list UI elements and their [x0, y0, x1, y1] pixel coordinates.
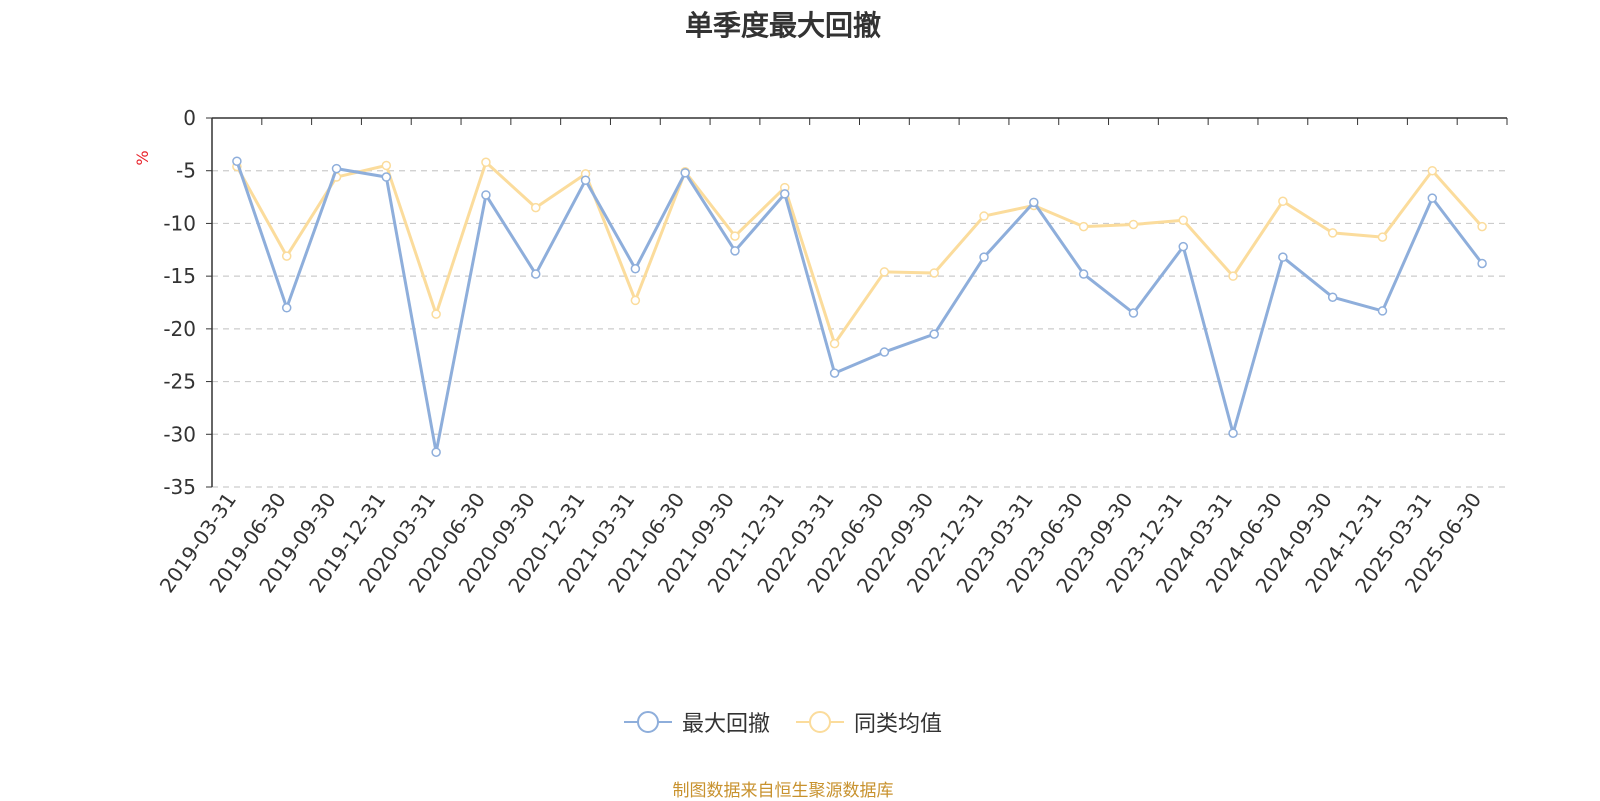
data-point-peer-average	[531, 202, 541, 213]
data-point-max-drawdown	[1477, 258, 1487, 269]
legend-item-max-drawdown[interactable]: 最大回撤	[623, 706, 770, 738]
grid-layer	[212, 170, 1507, 488]
data-point-max-drawdown	[879, 347, 890, 357]
data-point-peer-average	[1078, 221, 1089, 232]
data-point-max-drawdown	[1377, 306, 1388, 316]
data-point-max-drawdown	[630, 264, 641, 274]
data-point-max-drawdown	[1078, 269, 1089, 279]
data-point-max-drawdown	[730, 246, 740, 256]
data-point-max-drawdown	[1427, 193, 1438, 203]
legend: 最大回撤 同类均值	[0, 706, 1566, 738]
data-point-max-drawdown	[281, 303, 292, 313]
y-tick-label: -15	[163, 264, 196, 288]
series-line-max-drawdown	[235, 160, 1484, 454]
data-point-peer-average	[1477, 221, 1487, 232]
data-point-max-drawdown	[580, 175, 591, 185]
legend-label-peer-average: 同类均值	[854, 712, 943, 737]
legend-swatch-max-drawdown	[623, 711, 672, 733]
data-point-peer-average	[1178, 215, 1188, 226]
y-tick-label: 0	[183, 106, 196, 130]
y-tick-label: -30	[163, 422, 196, 446]
data-point-max-drawdown	[680, 168, 690, 178]
y-tick-label: -10	[163, 211, 196, 235]
data-point-peer-average	[481, 157, 491, 168]
legend-label-max-drawdown: 最大回撤	[681, 712, 770, 737]
data-point-max-drawdown	[1278, 252, 1288, 262]
data-point-max-drawdown	[780, 189, 790, 199]
data-point-peer-average	[381, 160, 392, 171]
data-point-max-drawdown	[232, 156, 242, 166]
data-point-peer-average	[929, 268, 939, 278]
data-point-peer-average	[1327, 228, 1338, 238]
data-point-max-drawdown	[381, 172, 392, 182]
data-point-max-drawdown	[1327, 292, 1338, 302]
data-point-peer-average	[879, 267, 890, 277]
data-point-max-drawdown	[979, 252, 989, 262]
source-note: 制图数据来自恒生聚源数据库	[672, 781, 894, 801]
data-point-max-drawdown	[431, 447, 441, 457]
data-point-max-drawdown	[1128, 308, 1139, 318]
y-tick-label: -20	[163, 317, 196, 341]
data-point-max-drawdown	[829, 368, 840, 378]
data-point-peer-average	[630, 295, 641, 306]
legend-item-peer-average[interactable]: 同类均值	[796, 706, 942, 738]
data-point-peer-average	[281, 251, 292, 261]
y-tick-label: -35	[163, 475, 196, 499]
data-point-peer-average	[1427, 165, 1438, 176]
data-point-peer-average	[1228, 271, 1238, 281]
y-tick-label: -5	[176, 159, 196, 183]
data-point-max-drawdown	[531, 269, 541, 279]
data-point-max-drawdown	[1029, 197, 1039, 208]
data-point-peer-average	[1377, 232, 1388, 242]
data-point-peer-average	[1278, 196, 1288, 207]
data-point-max-drawdown	[1228, 428, 1238, 438]
series-line-peer-average	[235, 160, 1484, 346]
y-axis-label: %	[133, 150, 152, 165]
data-point-peer-average	[431, 309, 441, 319]
y-tick-label: -25	[163, 370, 196, 394]
data-point-peer-average	[979, 211, 989, 221]
chart-title: 单季度最大回撤	[684, 9, 881, 42]
data-point-peer-average	[1128, 219, 1139, 230]
data-point-peer-average	[730, 231, 740, 241]
data-point-max-drawdown	[1178, 241, 1188, 252]
data-point-max-drawdown	[331, 163, 342, 174]
data-point-peer-average	[829, 338, 840, 349]
data-point-max-drawdown	[929, 329, 939, 339]
series-layer	[232, 156, 1487, 457]
legend-swatch-peer-average	[796, 711, 844, 733]
data-point-max-drawdown	[481, 190, 491, 200]
